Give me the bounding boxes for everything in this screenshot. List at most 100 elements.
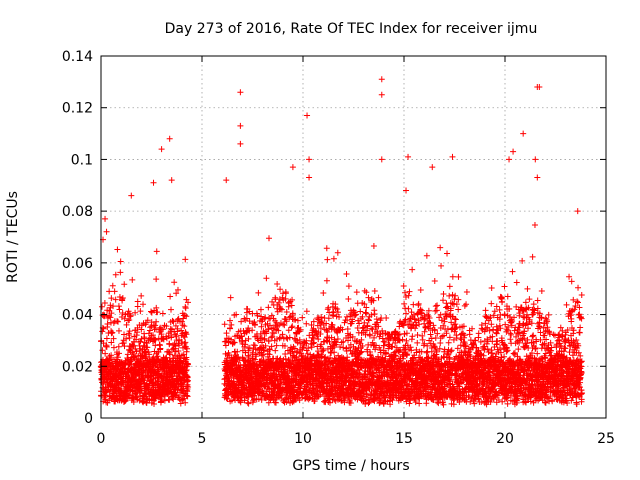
roti-point	[357, 308, 364, 315]
roti-point	[114, 318, 121, 325]
roti-point	[99, 347, 106, 354]
roti-point	[226, 325, 233, 332]
roti-point	[115, 318, 122, 325]
roti-point	[449, 273, 456, 280]
roti-point	[137, 308, 144, 315]
roti-point	[125, 308, 132, 315]
roti-point	[463, 301, 470, 308]
roti-point	[431, 278, 438, 285]
roti-point	[179, 322, 186, 329]
roti-point	[320, 289, 327, 296]
roti-point	[455, 296, 462, 303]
roti-point	[323, 277, 330, 284]
roti-point	[108, 295, 115, 302]
roti-point	[446, 292, 453, 299]
roti-point	[315, 336, 322, 343]
roti-point	[406, 288, 413, 295]
roti-point	[345, 283, 352, 290]
roti-point	[182, 339, 189, 346]
roti-point	[223, 330, 230, 337]
roti-point	[168, 306, 175, 313]
roti-point	[103, 335, 110, 342]
roti-point	[104, 320, 111, 327]
roti-point	[415, 300, 422, 307]
roti-point	[274, 281, 281, 288]
roti-point	[141, 377, 148, 384]
roti-point	[403, 337, 410, 344]
roti-point	[182, 256, 189, 263]
roti-point	[149, 375, 156, 382]
roti-point	[288, 324, 295, 331]
roti-point	[365, 316, 372, 323]
roti-point	[140, 301, 147, 308]
roti-point	[114, 246, 121, 253]
roti-point	[109, 329, 116, 336]
roti-point	[353, 289, 360, 296]
roti-point	[414, 339, 421, 346]
roti-point	[171, 279, 178, 286]
roti-point	[263, 275, 270, 282]
roti-point	[440, 297, 447, 304]
roti-point	[107, 314, 114, 321]
roti-point	[455, 306, 462, 313]
roti-point	[127, 312, 134, 319]
roti-point	[182, 305, 189, 312]
roti-point	[401, 300, 408, 307]
roti-point	[121, 343, 128, 350]
roti-point	[371, 287, 378, 294]
roti-point	[151, 401, 158, 408]
roti-point	[402, 289, 409, 296]
roti-point	[111, 288, 118, 295]
roti-point	[370, 242, 377, 249]
roti-point	[108, 330, 115, 337]
roti-point	[383, 314, 390, 321]
roti-point	[437, 311, 444, 318]
roti-point	[116, 350, 123, 357]
roti-point	[340, 344, 347, 351]
roti-point	[124, 351, 131, 358]
roti-point	[134, 298, 141, 305]
roti-point	[126, 334, 133, 341]
roti-point	[277, 286, 284, 293]
roti-point	[123, 321, 130, 328]
roti-point	[151, 337, 158, 344]
roti-point	[227, 294, 234, 301]
roti-point	[110, 344, 117, 351]
roti-point	[345, 295, 352, 302]
roti-point	[167, 293, 174, 300]
roti-point	[303, 308, 310, 315]
roti-point	[272, 347, 279, 354]
roti-point	[282, 350, 289, 357]
roti-point	[405, 292, 412, 299]
roti-point	[226, 317, 233, 324]
roti-point	[138, 292, 145, 299]
roti-point	[129, 276, 136, 283]
roti-point	[117, 269, 124, 276]
roti-point	[109, 282, 116, 289]
roti-point	[110, 335, 117, 342]
roti-point	[363, 310, 370, 317]
roti-point	[303, 320, 310, 327]
roti-point	[152, 322, 159, 329]
roti-point	[334, 249, 341, 256]
roti-point	[294, 317, 301, 324]
roti-point	[444, 250, 451, 257]
roti-point	[148, 308, 155, 315]
roti-point	[119, 294, 126, 301]
roti-point	[423, 252, 430, 259]
roti-point	[328, 350, 335, 357]
roti-point	[114, 354, 121, 361]
roti-point	[257, 306, 264, 313]
roti-point	[152, 336, 159, 343]
roti-point	[365, 294, 372, 301]
roti-point	[441, 318, 448, 325]
roti-point	[106, 288, 113, 295]
roti-point	[112, 296, 119, 303]
roti-point	[399, 336, 406, 343]
roti-point	[437, 244, 444, 251]
roti-point	[446, 283, 453, 290]
roti-point	[108, 310, 115, 317]
roti-point	[138, 326, 145, 333]
roti-point	[102, 396, 109, 403]
roti-point	[121, 331, 128, 338]
